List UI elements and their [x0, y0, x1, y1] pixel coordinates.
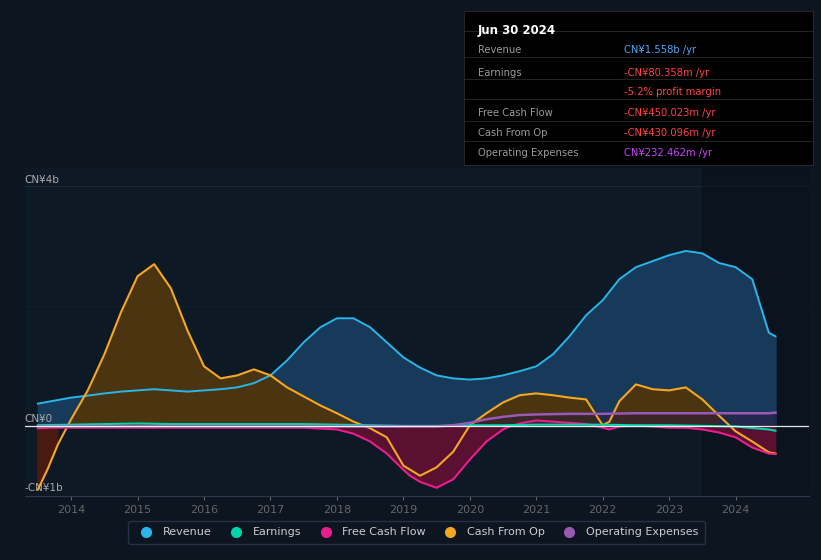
- Text: Cash From Op: Cash From Op: [478, 128, 548, 138]
- Text: CN¥4b: CN¥4b: [25, 175, 59, 185]
- Bar: [703, 168, 809, 496]
- Text: Revenue: Revenue: [478, 45, 521, 55]
- Text: Operating Expenses: Operating Expenses: [478, 148, 578, 158]
- Text: Free Cash Flow: Free Cash Flow: [478, 108, 553, 118]
- Legend: Revenue, Earnings, Free Cash Flow, Cash From Op, Operating Expenses: Revenue, Earnings, Free Cash Flow, Cash …: [128, 521, 705, 544]
- Text: CN¥0: CN¥0: [25, 414, 53, 424]
- Text: Earnings: Earnings: [478, 68, 521, 78]
- Text: Jun 30 2024: Jun 30 2024: [478, 24, 556, 36]
- Text: CN¥1.558b /yr: CN¥1.558b /yr: [624, 45, 696, 55]
- Text: -CN¥430.096m /yr: -CN¥430.096m /yr: [624, 128, 716, 138]
- Text: -5.2% profit margin: -5.2% profit margin: [624, 87, 722, 97]
- Text: -CN¥80.358m /yr: -CN¥80.358m /yr: [624, 68, 709, 78]
- Text: -CN¥1b: -CN¥1b: [25, 483, 63, 493]
- Text: -CN¥450.023m /yr: -CN¥450.023m /yr: [624, 108, 716, 118]
- Text: CN¥232.462m /yr: CN¥232.462m /yr: [624, 148, 713, 158]
